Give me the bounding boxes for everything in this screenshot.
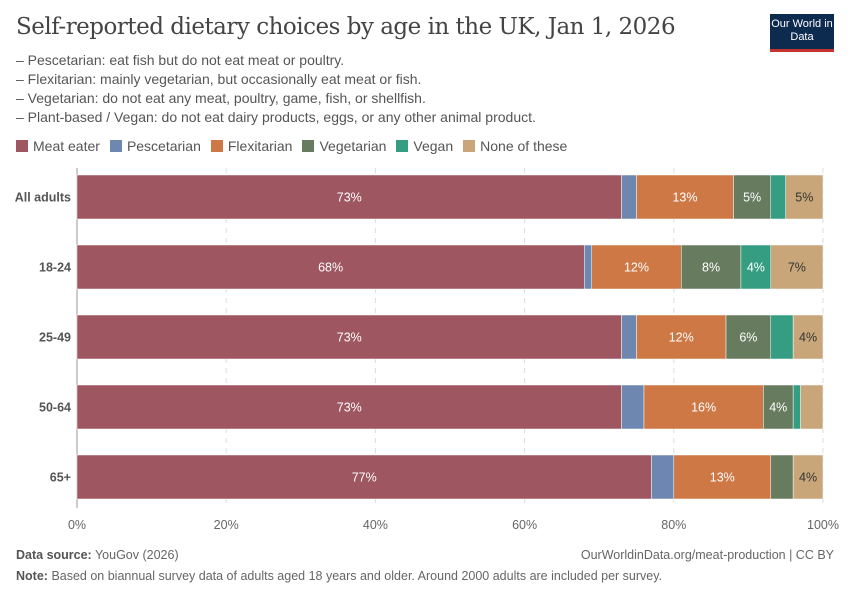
bar-segment <box>792 384 801 430</box>
data-label: 77% <box>352 471 377 485</box>
data-label: 6% <box>739 331 757 345</box>
x-tick-label: 0% <box>68 518 86 532</box>
subtitle-line: – Pescetarian: eat fish but do not eat m… <box>16 52 345 68</box>
bar-segment <box>76 244 585 290</box>
owid-logo[interactable]: Our World in Data <box>770 14 834 52</box>
bar-segment <box>770 314 794 360</box>
bar-segment <box>76 314 622 360</box>
data-label: 16% <box>691 401 716 415</box>
category-label: 50-64 <box>39 401 71 415</box>
bar-segment <box>770 174 786 220</box>
bar-segment <box>792 314 824 360</box>
bar-segment <box>76 384 622 430</box>
bar-segment <box>763 384 794 430</box>
bar-segment <box>636 314 727 360</box>
bar-segment <box>733 174 772 220</box>
legend-item[interactable]: Flexitarian <box>210 138 293 154</box>
data-label: 13% <box>672 191 697 205</box>
x-tick-label: 60% <box>512 518 537 532</box>
data-label: 4% <box>747 261 765 275</box>
url-license[interactable]: OurWorldinData.org/meat-production | CC … <box>580 548 834 562</box>
bar-segment <box>785 174 824 220</box>
data-source: Data source: YouGov (2026) <box>16 548 179 562</box>
data-label: 7% <box>788 261 806 275</box>
bar-segment <box>621 384 645 430</box>
bar-segment <box>740 244 772 290</box>
x-tick-label: 40% <box>363 518 388 532</box>
legend-swatch <box>109 140 122 152</box>
legend-swatch <box>16 140 28 152</box>
legend-item[interactable]: Vegan <box>396 138 453 154</box>
bar-segment <box>591 244 682 290</box>
x-tick-label: 100% <box>807 518 839 532</box>
category-label: 25-49 <box>39 331 71 345</box>
chart-plot: 0% 20% 40% 60% 80% 100% All adults 73% 13% 5% 5% 18… <box>15 168 839 532</box>
legend-label: None of these <box>480 138 568 154</box>
bar-segment <box>725 314 772 360</box>
data-label: 73% <box>337 401 362 415</box>
bar-segment <box>636 174 734 220</box>
data-label: 5% <box>743 191 761 205</box>
legend-item[interactable]: Meat eater <box>16 138 100 154</box>
subtitle-line: – Flexitarian: mainly vegetarian, but oc… <box>16 71 422 87</box>
legend-label: Vegan <box>413 138 454 154</box>
note-label: Note: <box>16 569 48 583</box>
data-label: 73% <box>337 191 362 205</box>
chart-subtitle: – Pescetarian: eat fish but do not eat m… <box>16 51 536 127</box>
subtitle-line: – Vegetarian: do not eat any meat, poult… <box>16 90 426 106</box>
legend-item[interactable]: None of these <box>463 138 567 154</box>
data-label: 4% <box>799 331 817 345</box>
bar-segment <box>76 454 652 500</box>
legend-swatch <box>302 140 315 152</box>
legend-label: Flexitarian <box>227 138 293 154</box>
legend-label: Vegetarian <box>319 138 387 154</box>
legend-label: Pescetarian <box>126 138 201 154</box>
note-text: Based on biannual survey data of adults … <box>51 569 663 583</box>
legend-item[interactable]: Pescetarian <box>109 138 201 154</box>
bar-segment <box>681 244 742 290</box>
data-label: 4% <box>799 471 817 485</box>
legend-swatch <box>210 140 223 152</box>
legend-swatch <box>463 140 476 152</box>
bar-segment <box>621 314 637 360</box>
category-label: All adults <box>15 191 71 205</box>
chart-title: Self-reported dietary choices by age in … <box>16 14 676 40</box>
legend-swatch <box>396 140 409 152</box>
data-label: 13% <box>710 471 735 485</box>
subtitle-line: – Plant-based / Vegan: do not eat dairy … <box>16 109 536 125</box>
bar-segment <box>651 454 675 500</box>
data-label: 8% <box>702 261 720 275</box>
x-tick-label: 80% <box>661 518 686 532</box>
bar-segment <box>673 454 772 500</box>
legend-label: Meat eater <box>33 138 100 154</box>
data-label: 12% <box>669 331 694 345</box>
category-label: 65+ <box>50 471 71 485</box>
data-label: 12% <box>624 261 649 275</box>
bar-segment <box>770 454 794 500</box>
legend: Meat eater Pescetarian Flexitarian Vegetari… <box>16 138 567 154</box>
data-label: 4% <box>769 401 787 415</box>
bar-segment <box>643 384 764 430</box>
legend-item[interactable]: Vegetarian <box>302 138 386 154</box>
bar-segment <box>584 244 592 290</box>
bar-segment <box>792 454 824 500</box>
data-label: 5% <box>795 191 813 205</box>
source-link[interactable]: YouGov (2026) <box>94 548 179 562</box>
x-tick-label: 20% <box>214 518 239 532</box>
note: Note: Based on biannual survey data of a… <box>16 569 662 583</box>
data-label: 68% <box>318 261 343 275</box>
source-label: Data source: <box>16 548 92 562</box>
bar-segment <box>770 244 824 290</box>
bar-segment <box>800 384 824 430</box>
data-label: 73% <box>337 331 362 345</box>
category-label: 18-24 <box>39 261 71 275</box>
bar-segment <box>621 174 637 220</box>
